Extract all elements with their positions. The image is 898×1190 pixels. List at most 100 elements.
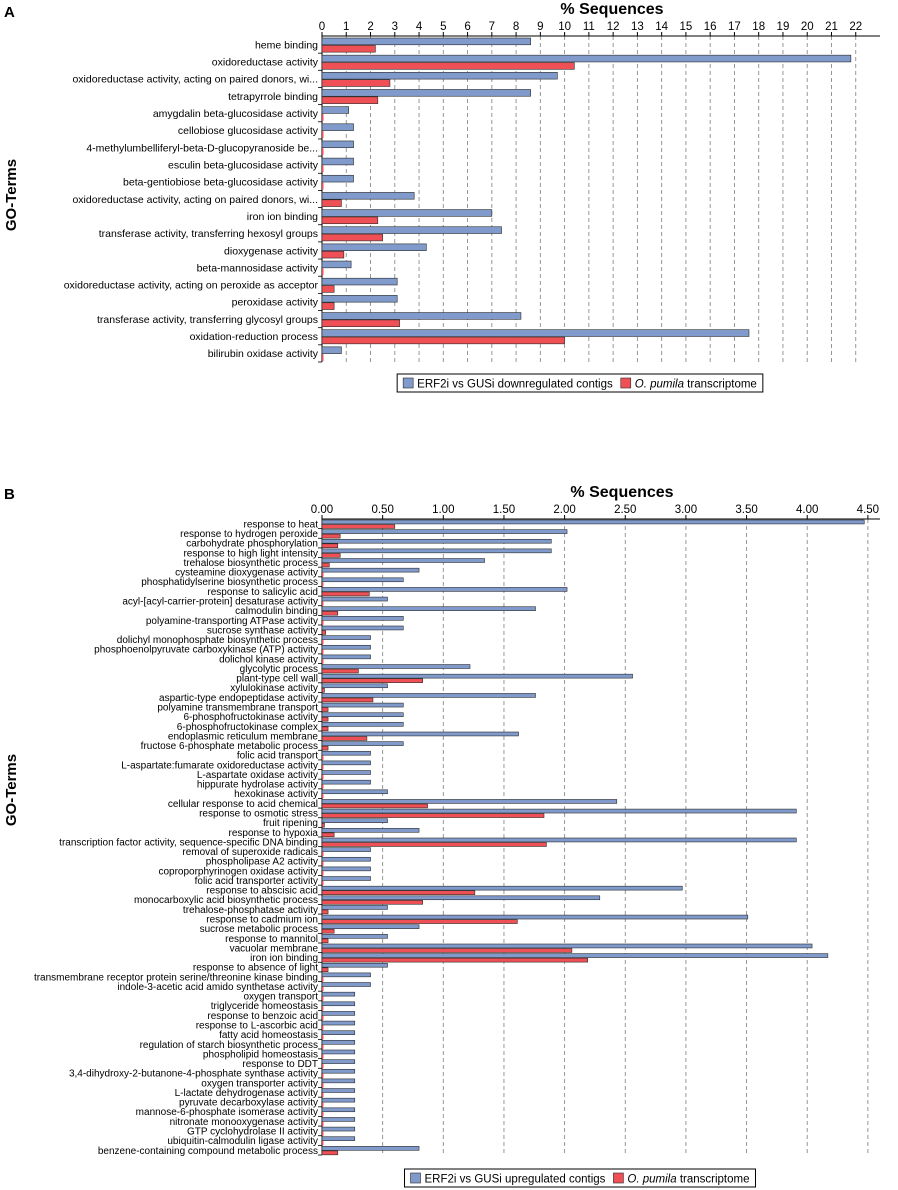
panel-a-bar-series2 — [321, 319, 400, 327]
panel-b-bar-series1 — [321, 1040, 356, 1045]
panel-b-bar-series1 — [321, 741, 404, 746]
panel-b-bar-series2 — [322, 640, 324, 645]
panel-b-bar-series1 — [321, 1049, 356, 1055]
panel-a-category-label: beta-gentiobiose beta-glucosidase activi… — [123, 177, 319, 189]
panel-b-bar-series1 — [321, 1107, 356, 1113]
panel-b-category-label: transcription factor activity, sequence-… — [59, 837, 318, 848]
panel-b-bar-series2 — [321, 938, 329, 944]
panel-b-bar-series2 — [321, 736, 368, 741]
panel-a-bar-series2 — [321, 285, 335, 293]
panel-b-bar-series1 — [321, 616, 404, 621]
panel-b-bar-series2 — [322, 775, 324, 780]
panel-b-category-label: response to hypoxia — [228, 828, 318, 839]
panel-b-bar-series2 — [322, 582, 324, 587]
panel-b-category-label: pyruvate decarboxylase activity — [179, 1098, 318, 1109]
panel-b-bar-series2 — [322, 1131, 324, 1136]
panel-b-category-label: dolichol kinase activity — [219, 654, 318, 665]
panel-b-category-label: response to abscisic acid — [206, 886, 318, 897]
panel-b-bar-series2 — [321, 630, 326, 635]
panel-a-bar-series1 — [321, 89, 531, 97]
panel-b-bar-series1 — [321, 529, 568, 534]
panel-b-bar-series1 — [321, 808, 797, 814]
panel-a-category-label: iron ion binding — [247, 211, 318, 223]
panel-a-bar-series2 — [321, 250, 345, 259]
panel-b-bar-series2 — [321, 890, 476, 895]
panel-b-bar-series1 — [321, 982, 371, 987]
panel-b-category-label: vacuolar membrane — [230, 943, 319, 954]
panel-b-x-tick-label: 1.00 — [432, 504, 454, 516]
panel-a-legend-swatch — [620, 377, 632, 389]
panel-b-bar-series2 — [322, 1035, 324, 1040]
panel-b-bar-series2 — [321, 543, 339, 549]
panel-a-category-label: oxidation-reduction process — [190, 331, 318, 343]
panel-b-bar-series1 — [321, 934, 388, 939]
panel-b-bar-series1 — [321, 962, 388, 968]
panel-a-category-label: tetrapyrrole binding — [228, 91, 318, 103]
panel-a-bar-series1 — [321, 346, 342, 354]
panel-a-x-tick-label: 5 — [440, 21, 446, 33]
panel-a-bar-series1 — [321, 106, 349, 114]
panel-a-x-tick-label: 12 — [607, 21, 620, 33]
panel-b-category-label: carbohydrate phosphorylation — [186, 539, 318, 550]
panel-b-bar-series1 — [321, 712, 404, 717]
panel-a-category-label: 4-methylumbelliferyl-beta-D-glucopyranos… — [86, 142, 318, 154]
panel-b-bar-series2 — [322, 1006, 324, 1011]
panel-b-bar-series1 — [321, 1059, 356, 1064]
panel-b-category-label: response to mannitol — [225, 934, 318, 945]
panel-b-bar-series1 — [321, 866, 371, 872]
panel-a-category-label: bilirubin oxidase activity — [208, 348, 319, 360]
panel-b-label: B — [4, 486, 15, 503]
panel-a: A % Sequences GO-Terms 0 1 2 3 4 5 6 7 8 9 10 11 12 1… — [3, 1, 880, 393]
panel-b-bar-series2 — [321, 813, 545, 818]
panel-b-bar-series2 — [322, 755, 324, 760]
panel-b-bar-series2 — [321, 678, 423, 683]
panel-b-bar-series2 — [322, 996, 324, 1001]
panel-b-bar-series1 — [321, 1146, 420, 1151]
panel-b-category-label: endoplasmic reticulum membrane — [168, 731, 319, 742]
panel-b-y-axis-title: GO-Terms — [3, 754, 20, 826]
panel-a-bar-series2 — [321, 199, 342, 207]
panel-b-category-label: triglyceride homeostasis — [211, 1001, 318, 1012]
panel-b-bar-series2 — [322, 1083, 324, 1088]
panel-b-x-tick-label: 3.50 — [735, 504, 757, 516]
panel-b-category-label: phosphoenolpyruvate carboxykinase (ATP) … — [94, 645, 318, 656]
panel-b-category-label: benzene-containing compound metabolic pr… — [98, 1146, 318, 1157]
panel-b-legend-swatch — [613, 1172, 624, 1184]
panel-b-bar-series1 — [321, 731, 519, 737]
panel-b-bar-series2 — [321, 957, 588, 963]
panel-a-category-label: esculin beta-glucosidase activity — [168, 159, 319, 171]
panel-b-category-label: L-aspartate oxidase activity — [197, 770, 318, 781]
panel-b-legend-label-italic: O. pumila — [627, 1174, 676, 1186]
panel-a-bar-series2 — [321, 96, 379, 104]
panel-a-x-axis-title: % Sequences — [560, 1, 663, 18]
panel-b-x-tick-label: 0.00 — [311, 504, 333, 516]
panel-a-x-tick-label: 4 — [416, 21, 423, 33]
panel-a-x-tick-label: 1 — [343, 21, 349, 33]
panel-b-bar-series1 — [321, 770, 371, 775]
panel-b-bar-series1 — [321, 635, 371, 640]
panel-a-bar-series2 — [322, 114, 324, 121]
panel-a-bar-series1 — [321, 260, 352, 269]
panel-b-bar-series2 — [322, 852, 324, 857]
panel-a-legend: ERF2i vs GUSi downregulated contigs O. pu… — [396, 373, 764, 393]
panel-a-bar-series2 — [322, 354, 324, 361]
panel-a-bar-series2 — [322, 148, 324, 156]
panel-a-x-tick-label: 17 — [728, 21, 741, 33]
panel-a-bar-series2 — [321, 216, 379, 225]
panel-b-bar-series1 — [321, 818, 388, 823]
panel-b-bar-series2 — [322, 1015, 324, 1020]
panel-a-x-tick-label: 20 — [801, 21, 814, 33]
panel-b-bar-series2 — [321, 707, 329, 712]
panel-b-bar-series2 — [321, 524, 396, 529]
panel-b-bar-series1 — [321, 558, 485, 563]
panel-b-bar-series2 — [322, 572, 324, 577]
panel-b-bar-series2 — [321, 919, 518, 924]
panel-b-category-label: sucrose synthase activity — [207, 625, 318, 636]
panel-b-bar-series2 — [322, 1054, 324, 1059]
panel-b-category-label: polyamine transmembrane transport — [157, 703, 318, 714]
panel-b-bar-series2 — [322, 977, 324, 982]
panel-b: B % Sequences GO-Terms 0.00 0.50 1.00 1.50 2… — [3, 484, 880, 1188]
panel-b-category-label: response to benzoic acid — [207, 1011, 318, 1022]
panel-b-bar-series1 — [321, 1078, 356, 1084]
